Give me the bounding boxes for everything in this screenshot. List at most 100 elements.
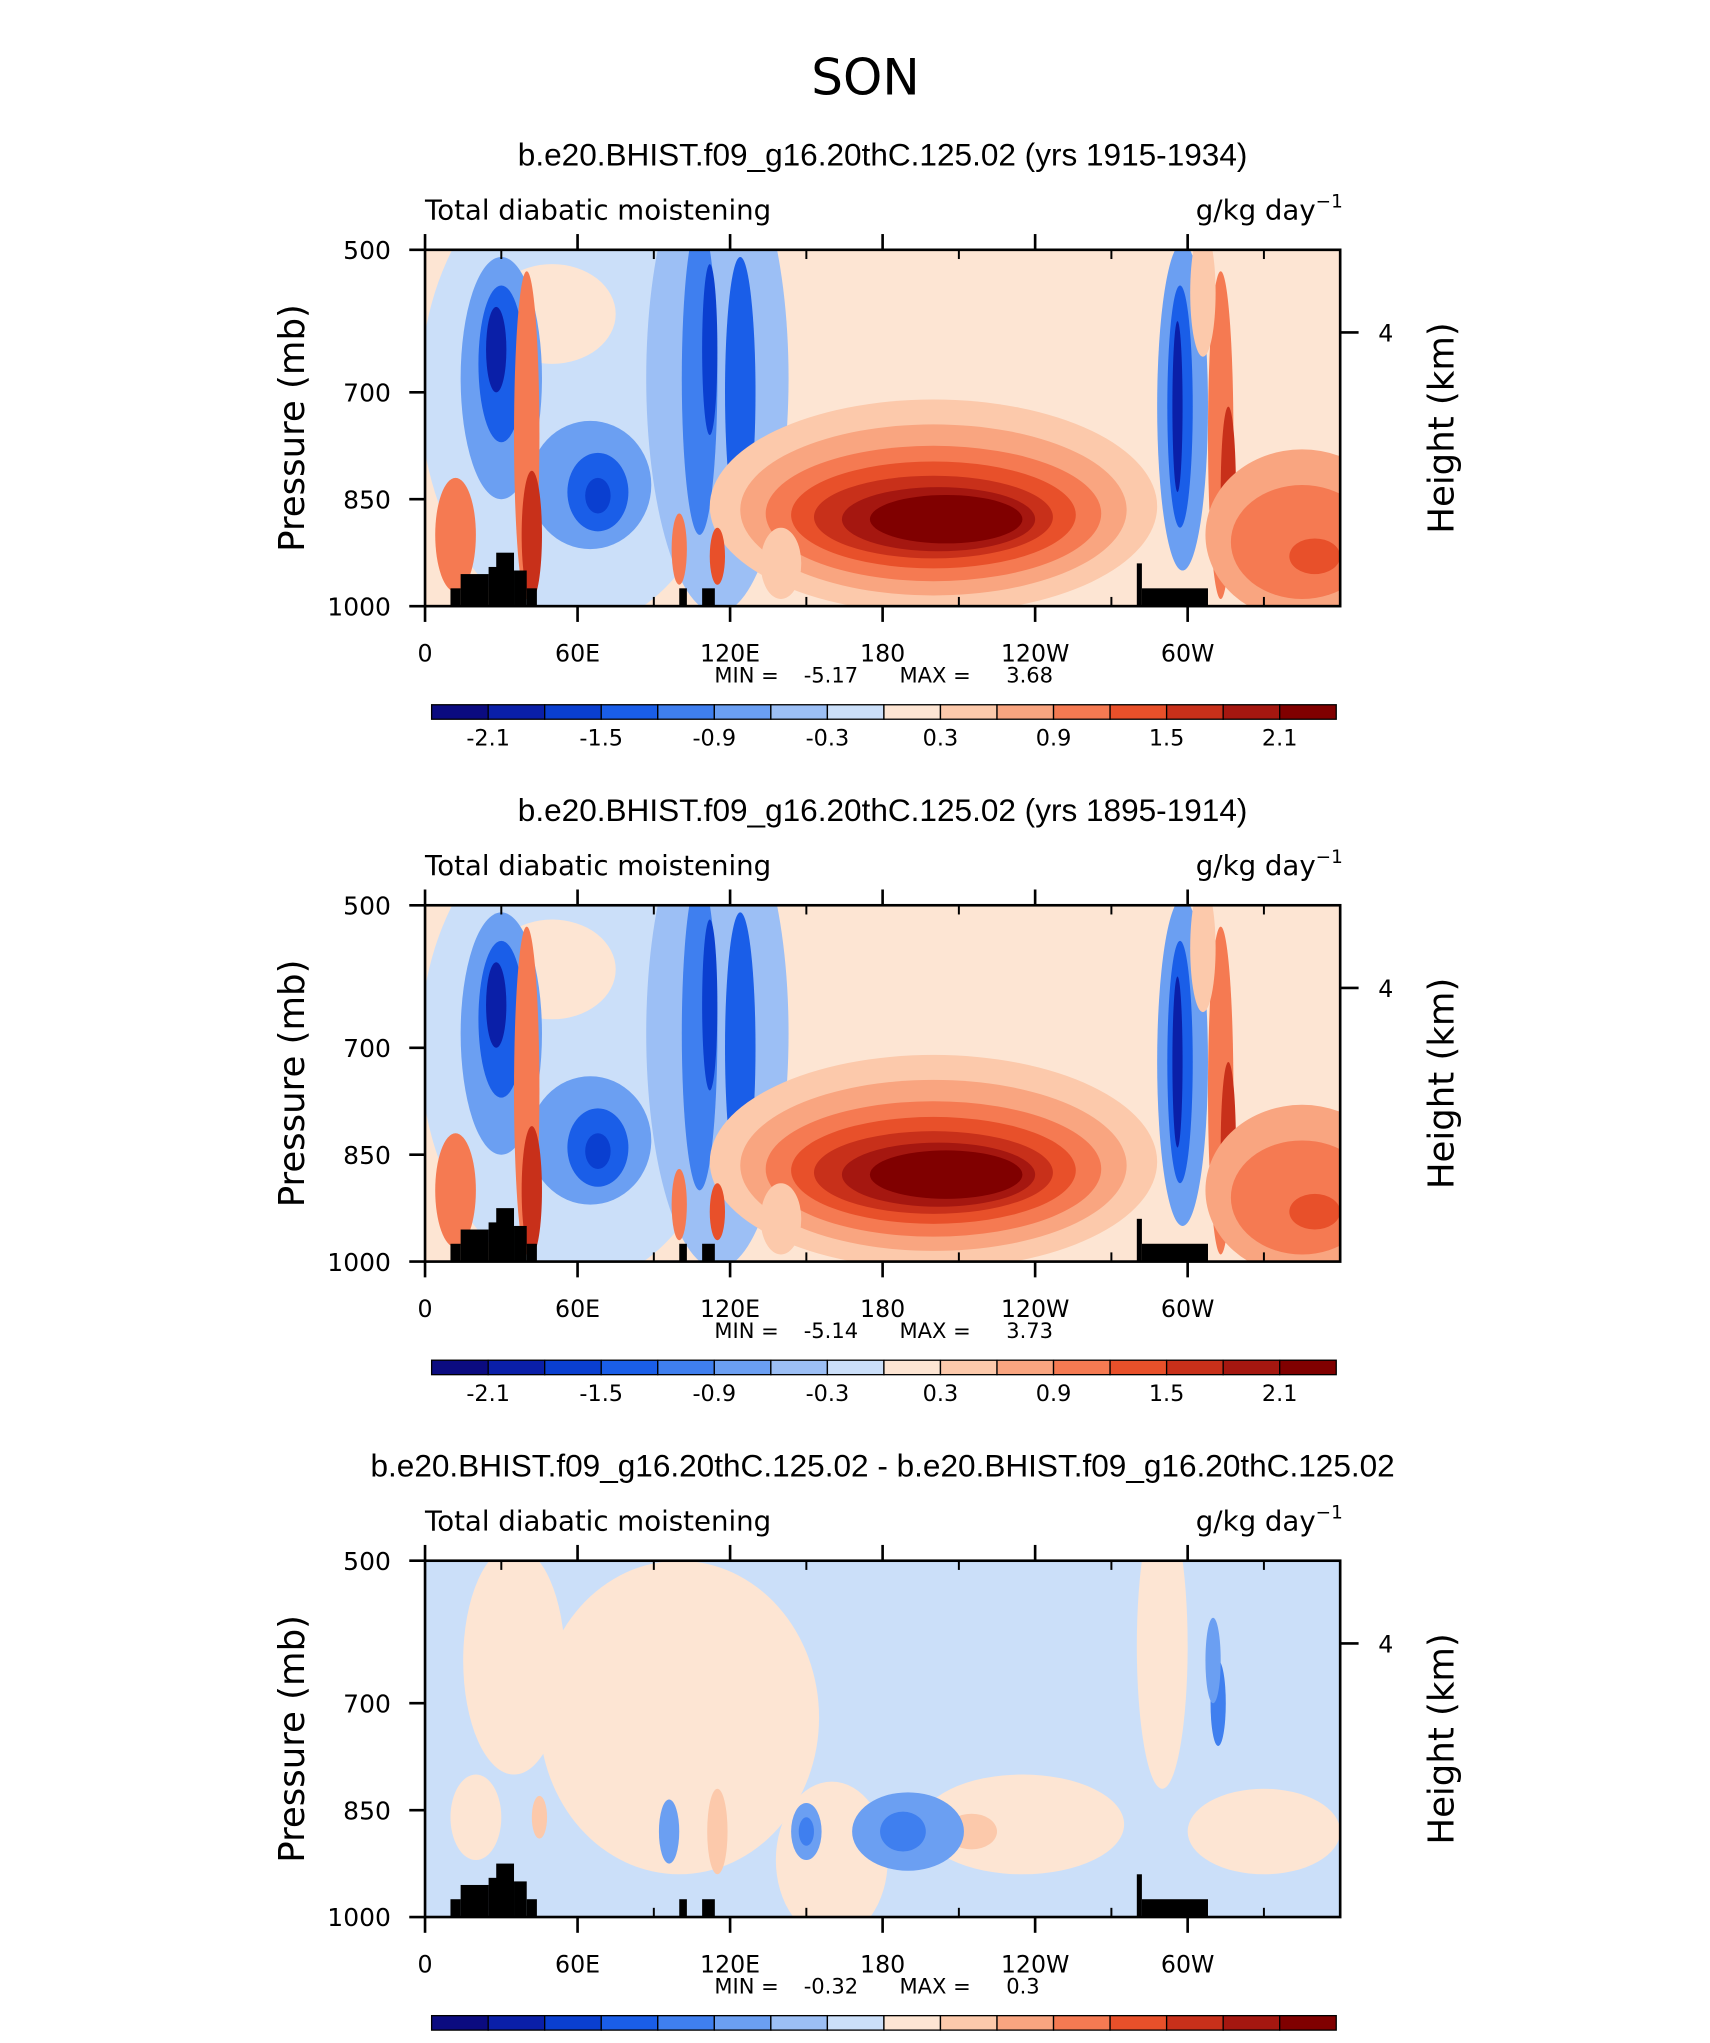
colorbar-box [430, 1359, 489, 1376]
topography [496, 552, 515, 607]
topography [1141, 1243, 1208, 1262]
topography [1141, 1899, 1208, 1918]
max-label: MAX = [900, 1318, 971, 1343]
contour-region [880, 1811, 926, 1852]
colorbar-label: -2.1 [466, 1381, 510, 1407]
colorbar-label: 0.3 [923, 726, 959, 752]
topography [514, 570, 527, 607]
colorbar-box [600, 1359, 659, 1376]
x-tick-label: 0 [418, 1950, 433, 1978]
topography [702, 1899, 715, 1918]
colorbar-box [770, 2014, 829, 2031]
colorbar-label: 1.5 [1149, 1381, 1185, 1407]
colorbar-label: 2.1 [1262, 1381, 1298, 1407]
colorbar-box [883, 704, 942, 720]
colorbar-label: -0.9 [693, 1381, 737, 1407]
units: g/kg day−1 [1196, 192, 1343, 227]
y-tick-label: 500 [343, 1547, 391, 1576]
contour-region [1289, 1193, 1341, 1230]
topography [460, 1884, 489, 1918]
contour-region [671, 513, 687, 585]
colorbar-box [430, 704, 489, 720]
x-tick-label: 120W [1001, 1295, 1070, 1323]
topography [514, 1881, 527, 1918]
x-tick-label: 120E [700, 1295, 760, 1323]
colorbar-box [544, 1359, 602, 1376]
colorbar-box [657, 704, 715, 720]
units: g/kg day−1 [1196, 847, 1343, 882]
units-exponent: −1 [1316, 1503, 1343, 1524]
colorbar-label: 1.5 [1149, 726, 1185, 752]
contour-region [1172, 976, 1183, 1148]
y-tick-label: 1000 [327, 1248, 391, 1277]
x-tick-label: 60W [1161, 639, 1214, 667]
left-label: Total diabatic moistening [424, 1504, 771, 1537]
colorbar-box [487, 704, 546, 720]
x-tick-label: 120W [1001, 1950, 1070, 1978]
min-label: MIN = [714, 1973, 778, 1998]
colorbar-box [939, 2014, 998, 2031]
y-tick-label: 850 [343, 1141, 391, 1170]
colorbar-box [713, 704, 772, 720]
panel-title: b.e20.BHIST.f09_g16.20thC.125.02 (yrs 19… [518, 137, 1248, 173]
x-tick-label: 60E [555, 1295, 600, 1323]
colorbar-box [996, 2014, 1055, 2031]
colorbar-box [487, 2014, 546, 2031]
topography [526, 1243, 537, 1262]
units-text: g/kg day [1196, 849, 1316, 882]
topography [514, 1225, 527, 1262]
colorbar-label: -1.5 [579, 726, 623, 752]
contour-region [1172, 321, 1183, 493]
y-tick-label: 850 [343, 485, 391, 514]
contour-region [869, 1150, 1023, 1199]
contour-field [425, 1560, 1341, 1918]
colorbar-box [544, 704, 602, 720]
topography [496, 1208, 515, 1262]
contour-region [435, 1133, 476, 1248]
max-value: 0.3 [1006, 1973, 1039, 1998]
y2-tick-label: 4 [1378, 1631, 1393, 1659]
contour-region [702, 264, 718, 436]
colorbar-box [657, 2014, 715, 2031]
colorbar-box [1052, 704, 1111, 720]
x-tick-label: 0 [418, 1295, 433, 1323]
x-tick-label: 180 [860, 1295, 905, 1323]
contour-region [531, 1795, 548, 1839]
colorbar-box [657, 1359, 715, 1376]
colorbar-box [770, 1359, 829, 1376]
contour-region [521, 1126, 542, 1255]
y-axis-label: Pressure (mb) [272, 304, 313, 552]
y-tick-label: 700 [343, 379, 391, 408]
contour-region [539, 1560, 820, 1875]
topography [496, 1863, 515, 1918]
y-tick-label: 1000 [327, 592, 391, 621]
x-tick-label: 180 [860, 639, 905, 667]
colorbar-box [883, 2014, 942, 2031]
units: g/kg day−1 [1196, 1503, 1343, 1538]
contour-region [450, 1774, 502, 1861]
max-label: MAX = [900, 1973, 971, 1998]
x-tick-label: 60E [555, 1950, 600, 1978]
contour-region [709, 527, 726, 585]
colorbar-box [713, 2014, 772, 2031]
contour-region [920, 1774, 1125, 1875]
contour-field [425, 249, 1341, 607]
colorbar-box [770, 704, 829, 720]
y-tick-label: 700 [343, 1034, 391, 1063]
y2-axis-label: Height (km) [1421, 978, 1462, 1189]
colorbar-box [1279, 704, 1337, 720]
contour-region [869, 494, 1023, 544]
units-exponent: −1 [1316, 847, 1343, 868]
colorbar-box [939, 1359, 998, 1376]
contour-region [486, 962, 507, 1048]
contour-region [707, 1788, 728, 1875]
topography [526, 588, 537, 607]
y2-tick-label: 4 [1378, 975, 1393, 1003]
contour-region [798, 1817, 814, 1846]
colorbar-label: -0.3 [806, 726, 850, 752]
colorbar-label: -0.9 [693, 726, 737, 752]
topography [702, 588, 715, 607]
y-axis-label: Pressure (mb) [272, 1615, 313, 1863]
min-label: MIN = [714, 1318, 778, 1343]
